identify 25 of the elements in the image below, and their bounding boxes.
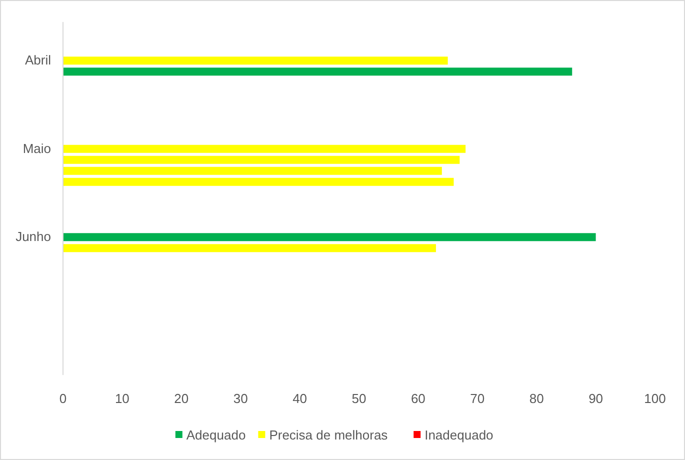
x-tick-label: 10 — [114, 391, 130, 406]
bar — [63, 166, 442, 175]
y-tick-label: Maio — [22, 140, 51, 156]
legend-label: Adequado — [186, 427, 246, 442]
legend-label: Inadequado — [424, 427, 494, 442]
bar — [63, 144, 466, 153]
x-tick-label: 0 — [59, 391, 67, 406]
legend-label: Precisa de melhoras — [269, 427, 388, 442]
bar — [63, 233, 596, 242]
x-tick-label: 20 — [174, 391, 189, 406]
x-tick-label: 90 — [588, 391, 604, 406]
bar — [63, 156, 460, 164]
x-tick-label: 50 — [352, 391, 366, 406]
y-tick-label: Abril — [24, 52, 52, 68]
x-tick-label: 100 — [644, 391, 666, 406]
bar — [63, 244, 436, 252]
x-tick-label: 60 — [410, 391, 426, 406]
bar — [63, 68, 572, 76]
x-tick-label: 80 — [529, 391, 544, 406]
bar — [63, 178, 454, 186]
bar — [63, 56, 448, 65]
x-tick-label: 70 — [470, 391, 485, 406]
y-tick-label: Junho — [16, 229, 51, 244]
x-tick-label: 40 — [292, 391, 308, 406]
x-tick-label: 30 — [233, 391, 248, 406]
